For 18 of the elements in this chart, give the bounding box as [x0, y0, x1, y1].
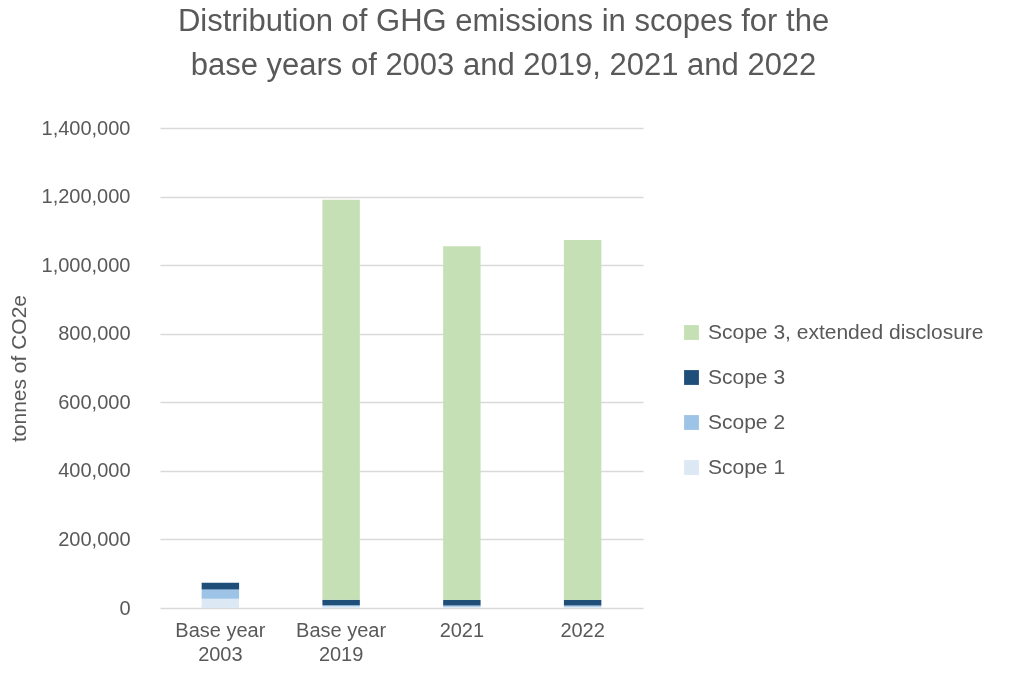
x-tick-label: Base year 2019 [296, 618, 387, 665]
y-tick-label: 600,000 [58, 390, 131, 413]
x-tick-label: 2021 [439, 618, 485, 641]
y-tick-label: 200,000 [58, 527, 131, 550]
legend-label: Scope 3 [708, 364, 786, 388]
y-tick-label: 800,000 [58, 322, 131, 345]
y-tick-label: 1,400,000 [41, 116, 131, 139]
y-tick-label: 1,200,000 [41, 185, 131, 208]
y-tick-label: 0 [119, 596, 131, 619]
legend-label: Scope 3, extended disclosure [708, 319, 984, 343]
x-tick-label: Base year 2003 [175, 618, 266, 665]
chart-title: Distribution of GHG emissions in scopes for the base years of 2003 and 2019, 2021 and 2022 [177, 3, 830, 82]
x-tick-label: 2022 [560, 618, 605, 641]
y-tick-label: 400,000 [58, 459, 131, 482]
y-axis-title: tonnes of CO2e [6, 294, 30, 443]
legend-label: Scope 2 [708, 409, 786, 433]
legend-label: Scope 1 [708, 454, 786, 478]
y-tick-label: 1,000,000 [41, 253, 131, 276]
